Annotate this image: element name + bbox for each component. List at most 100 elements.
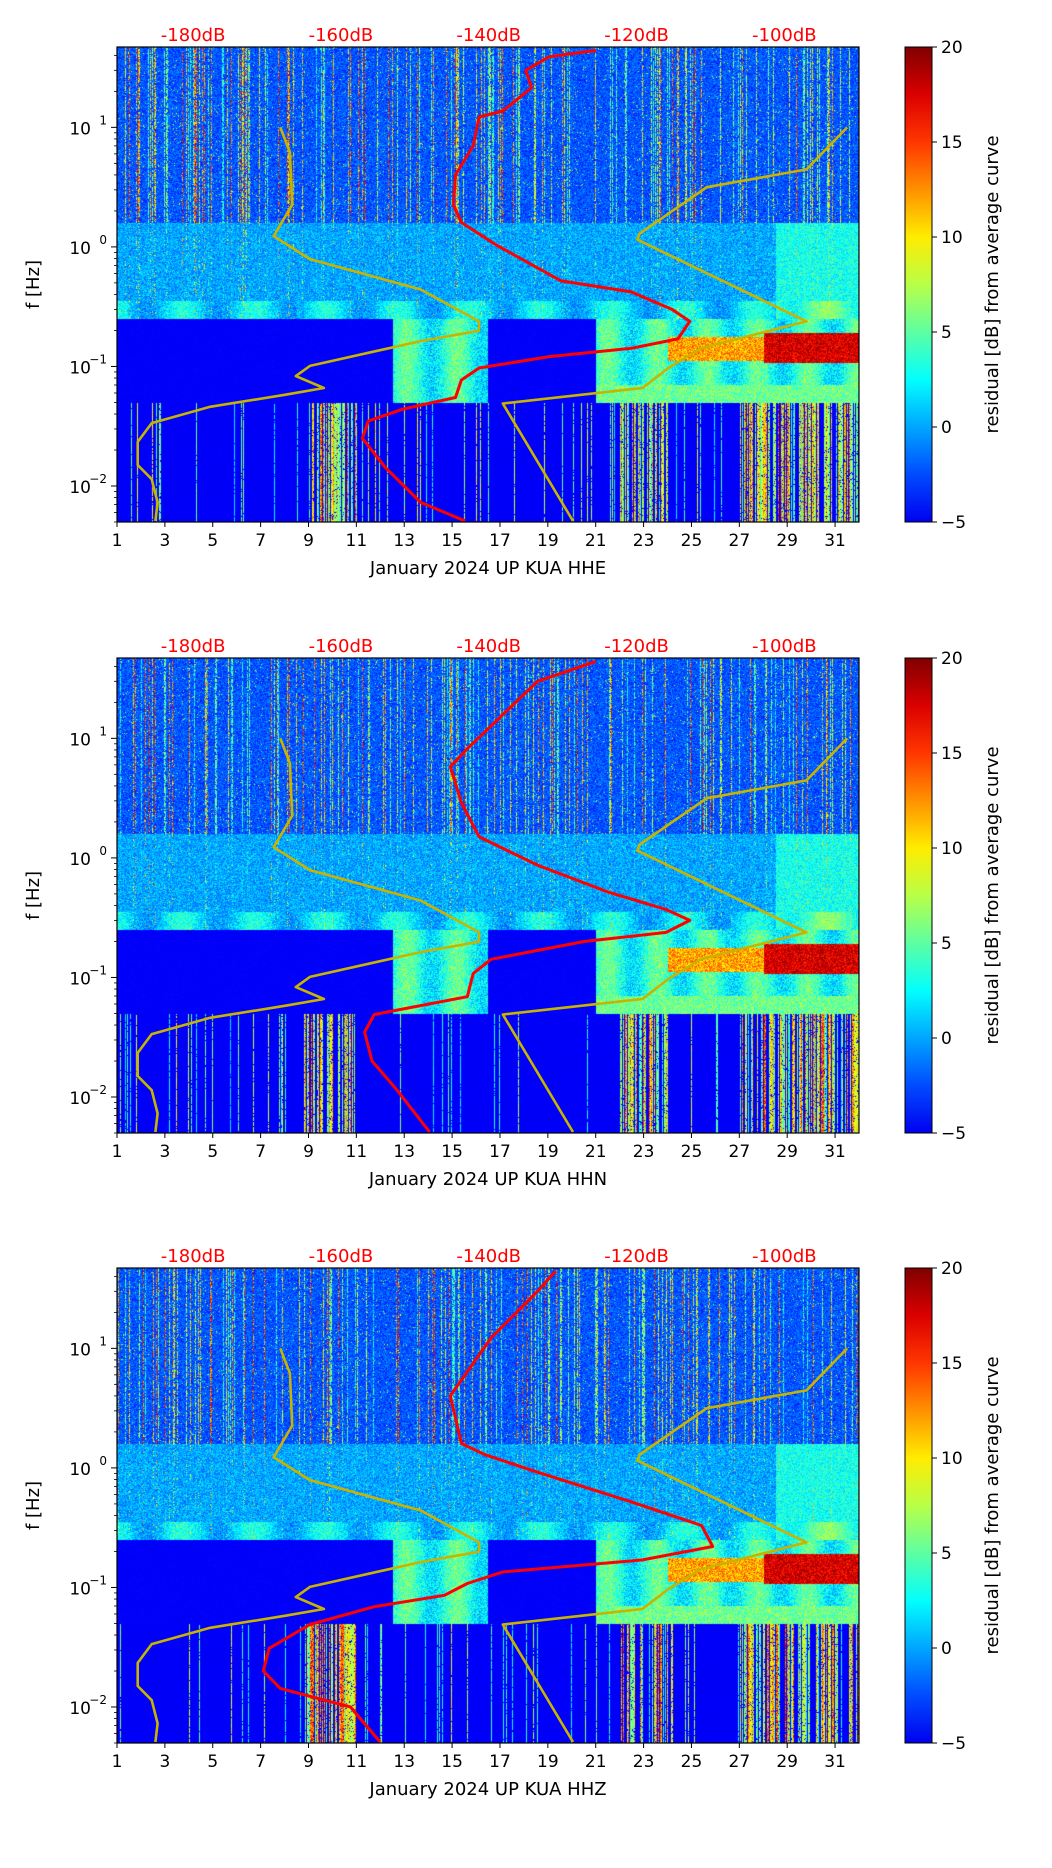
x-tick-label: 31 [824, 1752, 846, 1772]
y-tick-exponent: 0 [99, 844, 107, 858]
y-axis-label: f [Hz] [23, 871, 44, 920]
x-tick-label: 9 [303, 1752, 314, 1772]
top-db-label: -140dB [456, 25, 521, 46]
x-tick-label: 7 [255, 1752, 266, 1772]
x-tick-label: 9 [303, 531, 314, 551]
y-tick-exponent: −2 [89, 1083, 107, 1097]
x-tick-label: 25 [681, 531, 703, 551]
x-tick-label: 11 [346, 531, 368, 551]
nlnm-curve [136, 126, 481, 522]
x-tick-label: 5 [207, 1752, 218, 1772]
x-tick-label: 1 [112, 1142, 123, 1162]
spectrogram-panel: 1 3 5 7 9 11 13 15 17 19 21 23 25 27 29 31 January 2024 … [0, 636, 1052, 1258]
x-tick-label: 29 [776, 531, 798, 551]
colorbar-tick-label: 15 [941, 744, 963, 764]
x-tick-label: 29 [776, 1752, 798, 1772]
x-tick-label: 15 [441, 1752, 463, 1772]
colorbar-tick-label: 15 [941, 1354, 963, 1374]
y-tick-label: 10 [69, 1089, 91, 1109]
x-tick-label: 17 [489, 1142, 511, 1162]
nlnm-curve [136, 1347, 481, 1743]
y-tick-label: 10 [69, 1579, 91, 1599]
top-db-label: -160dB [309, 25, 374, 46]
x-tick-label: 11 [346, 1752, 368, 1772]
x-tick-label: 31 [824, 1142, 846, 1162]
top-db-label: -100dB [752, 25, 817, 46]
nhnm-curve [501, 1347, 849, 1743]
y-tick-exponent: −2 [89, 472, 107, 486]
x-tick-label: 17 [489, 1752, 511, 1772]
x-tick-label: 31 [824, 531, 846, 551]
x-tick-label: 15 [441, 1142, 463, 1162]
y-axis-label: f [Hz] [23, 260, 44, 309]
x-tick-label: 21 [585, 1752, 607, 1772]
x-tick-label: 15 [441, 531, 463, 551]
x-tick-label: 27 [729, 1142, 751, 1162]
top-db-label: -140dB [456, 636, 521, 657]
colorbar [904, 657, 933, 1134]
colorbar [904, 1267, 933, 1744]
top-db-label: -140dB [456, 1246, 521, 1267]
x-tick-label: 3 [159, 1752, 170, 1772]
x-tick-label: 3 [159, 1142, 170, 1162]
y-tick-exponent: −1 [89, 1573, 107, 1587]
top-db-label: -120dB [604, 25, 669, 46]
y-tick-exponent: −1 [89, 963, 107, 977]
colorbar-tick-label: 5 [941, 1544, 952, 1564]
x-axis-label: January 2024 UP KUA HHE [369, 558, 606, 579]
colorbar-tick-label: 20 [941, 38, 963, 58]
x-axis-label: January 2024 UP KUA HHN [368, 1169, 607, 1190]
spectrogram-heatmap [117, 1268, 859, 1743]
x-tick-label: 7 [255, 531, 266, 551]
colorbar-tick-label: 5 [941, 323, 952, 343]
y-tick-label: 10 [69, 239, 91, 259]
colorbar-tick-label: −5 [941, 1734, 966, 1754]
y-tick-exponent: 1 [99, 1334, 107, 1348]
x-tick-label: 25 [681, 1752, 703, 1772]
x-tick-label: 1 [112, 1752, 123, 1772]
x-tick-label: 13 [393, 1752, 415, 1772]
average-psd-curve [360, 48, 692, 523]
top-db-label: -180dB [161, 1246, 226, 1267]
x-tick-label: 21 [585, 1142, 607, 1162]
x-tick-label: 19 [537, 1142, 559, 1162]
x-tick-label: 13 [393, 1142, 415, 1162]
x-tick-label: 23 [633, 531, 655, 551]
y-tick-label: 10 [69, 358, 91, 378]
top-db-label: -120dB [604, 1246, 669, 1267]
x-tick-label: 3 [159, 531, 170, 551]
colorbar-tick-label: 0 [941, 418, 952, 438]
x-tick-label: 23 [633, 1752, 655, 1772]
top-db-label: -100dB [752, 636, 817, 657]
colorbar-tick-label: 10 [941, 839, 963, 859]
average-psd-curve [363, 659, 692, 1133]
y-tick-label: 10 [69, 850, 91, 870]
top-db-label: -120dB [604, 636, 669, 657]
colorbar-label: residual [dB] from average curve [982, 135, 1003, 433]
x-tick-label: 23 [633, 1142, 655, 1162]
top-db-label: -180dB [161, 25, 226, 46]
colorbar-tick-label: 10 [941, 1449, 963, 1469]
x-tick-label: 7 [255, 1142, 266, 1162]
x-tick-label: 9 [303, 1142, 314, 1162]
spectrogram-panel: 1 3 5 7 9 11 13 15 17 19 21 23 25 27 29 31 January 2024 … [0, 1246, 1052, 1868]
colorbar-tick-label: −5 [941, 513, 966, 533]
y-tick-label: 10 [69, 969, 91, 989]
y-tick-exponent: 1 [99, 113, 107, 127]
x-tick-label: 27 [729, 531, 751, 551]
colorbar-tick-label: 10 [941, 228, 963, 248]
x-tick-label: 11 [346, 1142, 368, 1162]
x-tick-label: 13 [393, 531, 415, 551]
y-tick-label: 10 [69, 1699, 91, 1719]
x-tick-label: 17 [489, 531, 511, 551]
x-tick-label: 29 [776, 1142, 798, 1162]
plot-frame [116, 657, 860, 1134]
nhnm-curve [501, 126, 849, 522]
colorbar [904, 46, 933, 523]
y-axis-label: f [Hz] [23, 1481, 44, 1530]
colorbar-tick-label: 0 [941, 1639, 952, 1659]
y-tick-label: 10 [69, 119, 91, 139]
y-tick-label: 10 [69, 1460, 91, 1480]
